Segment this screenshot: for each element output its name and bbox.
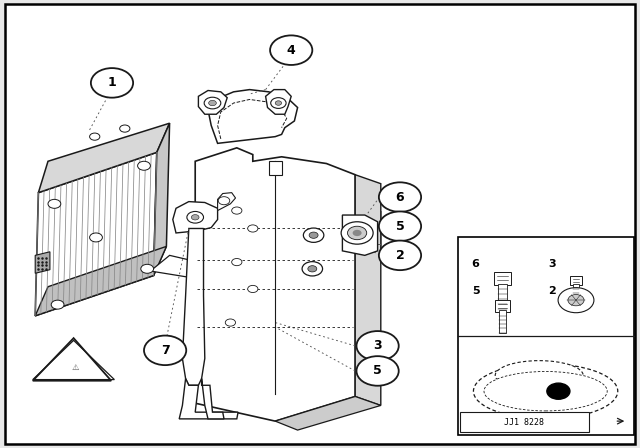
Circle shape: [209, 100, 216, 106]
Text: JJ1 8228: JJ1 8228: [504, 418, 544, 426]
FancyBboxPatch shape: [498, 284, 507, 309]
Polygon shape: [179, 379, 238, 419]
Circle shape: [270, 35, 312, 65]
Circle shape: [90, 133, 100, 140]
Polygon shape: [198, 90, 227, 114]
FancyBboxPatch shape: [5, 4, 635, 444]
Circle shape: [308, 266, 317, 272]
FancyBboxPatch shape: [573, 284, 579, 302]
Polygon shape: [182, 228, 205, 385]
Polygon shape: [218, 193, 236, 211]
Circle shape: [187, 211, 204, 223]
Text: 3: 3: [373, 339, 382, 353]
Text: 7: 7: [161, 344, 170, 357]
Polygon shape: [35, 152, 157, 316]
Circle shape: [303, 228, 324, 242]
Circle shape: [191, 215, 199, 220]
Text: 2: 2: [548, 286, 556, 296]
Circle shape: [48, 199, 61, 208]
Polygon shape: [266, 90, 291, 114]
FancyBboxPatch shape: [460, 412, 589, 432]
Circle shape: [232, 258, 242, 266]
Ellipse shape: [474, 364, 618, 419]
Ellipse shape: [484, 371, 607, 411]
Circle shape: [91, 68, 133, 98]
Polygon shape: [150, 255, 198, 278]
Text: 5: 5: [396, 220, 404, 233]
Circle shape: [302, 262, 323, 276]
Circle shape: [379, 182, 421, 212]
Text: 4: 4: [287, 43, 296, 57]
Circle shape: [90, 233, 102, 242]
Text: 6: 6: [472, 259, 479, 269]
Text: 5: 5: [472, 286, 479, 296]
FancyBboxPatch shape: [494, 271, 511, 285]
Polygon shape: [342, 215, 378, 255]
Polygon shape: [33, 338, 111, 381]
Circle shape: [271, 98, 286, 108]
Circle shape: [341, 222, 373, 244]
Polygon shape: [195, 148, 355, 421]
Polygon shape: [208, 90, 298, 143]
Circle shape: [248, 285, 258, 293]
Circle shape: [356, 331, 399, 361]
Circle shape: [379, 211, 421, 241]
Circle shape: [144, 336, 186, 365]
Circle shape: [138, 161, 150, 170]
Circle shape: [120, 125, 130, 132]
Polygon shape: [38, 123, 170, 193]
Polygon shape: [202, 379, 224, 419]
Text: 2: 2: [396, 249, 404, 262]
Circle shape: [309, 232, 318, 238]
FancyBboxPatch shape: [458, 237, 634, 435]
Polygon shape: [355, 175, 381, 405]
Text: 6: 6: [396, 190, 404, 204]
Circle shape: [547, 383, 570, 399]
FancyBboxPatch shape: [499, 310, 506, 332]
Circle shape: [348, 226, 367, 240]
FancyBboxPatch shape: [570, 276, 582, 285]
Circle shape: [379, 241, 421, 270]
Polygon shape: [35, 246, 166, 316]
Polygon shape: [275, 396, 381, 430]
Circle shape: [141, 264, 154, 273]
Circle shape: [353, 230, 362, 236]
Circle shape: [248, 225, 258, 232]
Circle shape: [232, 207, 242, 214]
Text: ⚠: ⚠: [71, 363, 79, 372]
Text: 1: 1: [108, 76, 116, 90]
Circle shape: [558, 288, 594, 313]
Circle shape: [218, 197, 230, 205]
Circle shape: [356, 356, 399, 386]
Circle shape: [275, 101, 282, 105]
FancyBboxPatch shape: [495, 300, 509, 312]
Circle shape: [204, 97, 221, 109]
Text: 5: 5: [373, 364, 382, 378]
Polygon shape: [35, 252, 50, 273]
Circle shape: [568, 294, 584, 306]
Circle shape: [225, 319, 236, 326]
Polygon shape: [173, 202, 218, 233]
Ellipse shape: [495, 361, 583, 390]
Text: 3: 3: [548, 259, 556, 269]
Polygon shape: [269, 161, 282, 175]
Circle shape: [51, 300, 64, 309]
Polygon shape: [154, 123, 170, 276]
